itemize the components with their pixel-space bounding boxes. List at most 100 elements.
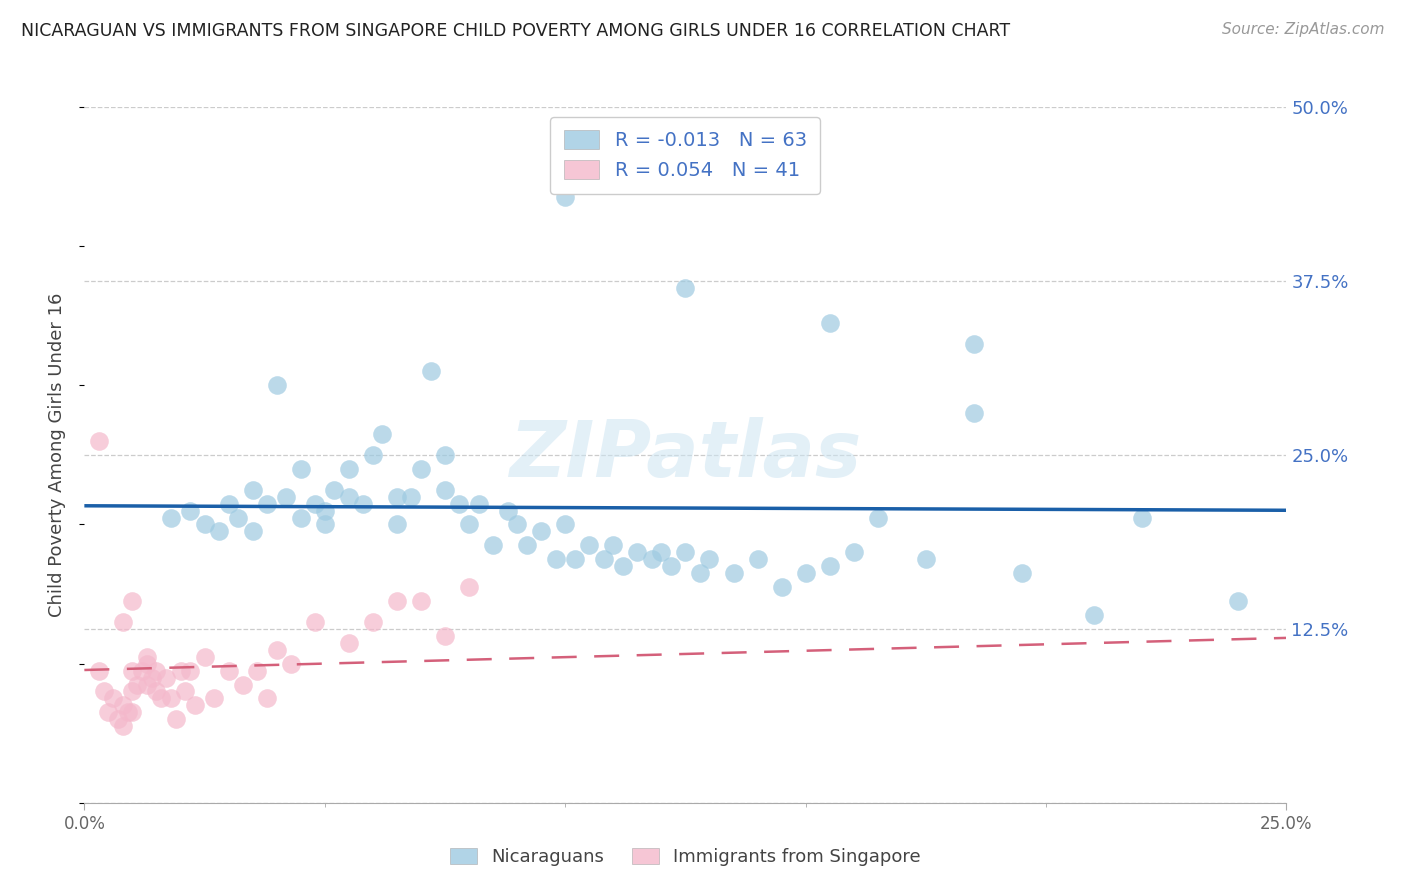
Point	[97, 706, 120, 720]
Point	[842, 545, 865, 559]
Point	[506, 517, 529, 532]
Point	[1227, 594, 1250, 608]
Point	[337, 636, 360, 650]
Point	[314, 503, 336, 517]
Point	[121, 664, 143, 678]
Point	[650, 545, 672, 559]
Point	[612, 559, 634, 574]
Point	[544, 552, 567, 566]
Legend: R = -0.013   N = 63, R = 0.054   N = 41: R = -0.013 N = 63, R = 0.054 N = 41	[551, 117, 820, 194]
Point	[1083, 607, 1105, 622]
Y-axis label: Child Poverty Among Girls Under 16: Child Poverty Among Girls Under 16	[48, 293, 66, 617]
Point	[675, 281, 697, 295]
Point	[866, 510, 889, 524]
Point	[401, 490, 423, 504]
Point	[202, 691, 225, 706]
Point	[314, 517, 336, 532]
Point	[352, 497, 374, 511]
Point	[184, 698, 207, 713]
Point	[434, 629, 457, 643]
Point	[87, 434, 110, 448]
Point	[226, 510, 249, 524]
Text: ZIPatlas: ZIPatlas	[509, 417, 862, 493]
Point	[659, 559, 682, 574]
Point	[723, 566, 745, 581]
Point	[699, 552, 721, 566]
Point	[794, 566, 817, 581]
Point	[127, 677, 149, 691]
Point	[256, 497, 278, 511]
Point	[121, 706, 143, 720]
Point	[155, 671, 177, 685]
Point	[93, 684, 115, 698]
Point	[963, 406, 986, 420]
Point	[458, 517, 481, 532]
Point	[121, 594, 143, 608]
Point	[266, 642, 288, 657]
Point	[458, 580, 481, 594]
Point	[770, 580, 793, 594]
Point	[337, 462, 360, 476]
Point	[135, 657, 157, 671]
Point	[304, 615, 326, 629]
Point	[145, 664, 167, 678]
Point	[818, 316, 841, 330]
Point	[232, 677, 254, 691]
Point	[208, 524, 231, 539]
Point	[337, 490, 360, 504]
Text: NICARAGUAN VS IMMIGRANTS FROM SINGAPORE CHILD POVERTY AMONG GIRLS UNDER 16 CORRE: NICARAGUAN VS IMMIGRANTS FROM SINGAPORE …	[21, 22, 1011, 40]
Point	[218, 497, 240, 511]
Point	[135, 677, 157, 691]
Point	[111, 719, 134, 733]
Point	[371, 427, 394, 442]
Point	[409, 594, 432, 608]
Point	[290, 510, 312, 524]
Point	[602, 538, 624, 552]
Point	[747, 552, 769, 566]
Point	[194, 649, 217, 664]
Point	[131, 664, 153, 678]
Point	[304, 497, 326, 511]
Text: Source: ZipAtlas.com: Source: ZipAtlas.com	[1222, 22, 1385, 37]
Point	[141, 671, 163, 685]
Point	[165, 712, 187, 726]
Point	[626, 545, 648, 559]
Point	[103, 691, 125, 706]
Point	[111, 615, 134, 629]
Point	[578, 538, 600, 552]
Point	[256, 691, 278, 706]
Point	[174, 684, 197, 698]
Point	[179, 664, 201, 678]
Point	[121, 684, 143, 698]
Point	[516, 538, 538, 552]
Point	[434, 448, 457, 462]
Point	[689, 566, 711, 581]
Point	[554, 517, 576, 532]
Point	[107, 712, 129, 726]
Point	[467, 497, 489, 511]
Point	[419, 364, 441, 378]
Point	[242, 483, 264, 497]
Point	[1130, 510, 1153, 524]
Point	[150, 691, 173, 706]
Point	[290, 462, 312, 476]
Point	[361, 448, 384, 462]
Point	[160, 691, 183, 706]
Point	[963, 336, 986, 351]
Point	[169, 664, 191, 678]
Point	[449, 497, 471, 511]
Point	[179, 503, 201, 517]
Point	[242, 524, 264, 539]
Point	[111, 698, 134, 713]
Point	[385, 517, 408, 532]
Point	[160, 510, 183, 524]
Point	[266, 378, 288, 392]
Point	[482, 538, 505, 552]
Point	[87, 664, 110, 678]
Point	[434, 483, 457, 497]
Point	[1011, 566, 1033, 581]
Point	[361, 615, 384, 629]
Point	[194, 517, 217, 532]
Point	[280, 657, 302, 671]
Point	[385, 594, 408, 608]
